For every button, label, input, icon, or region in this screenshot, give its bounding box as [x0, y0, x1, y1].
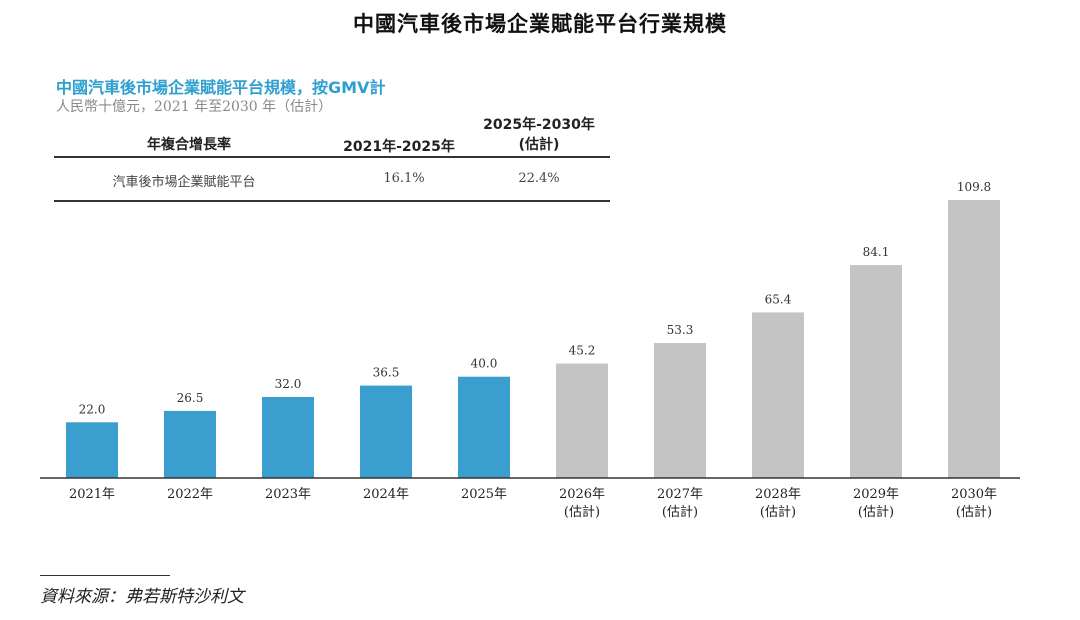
bar-6 [654, 343, 706, 478]
cagr-row-val1: 16.1% [383, 171, 425, 186]
unit-label: 人民幣十億元，2021 年至2030 年（估計） [56, 99, 333, 115]
bar-8 [850, 265, 902, 478]
category-label-8: 2029年 [853, 487, 899, 502]
category-estimate-label-5: (估計) [564, 504, 600, 520]
category-label-5: 2026年 [559, 487, 605, 502]
category-label-6: 2027年 [657, 487, 703, 502]
category-label-2: 2023年 [265, 487, 311, 502]
value-label-0: 22.0 [79, 402, 106, 416]
bar-2 [262, 396, 314, 478]
category-estimate-label-8: (估計) [858, 504, 894, 520]
bar-0 [66, 422, 118, 478]
source-divider [40, 575, 170, 576]
category-label-7: 2028年 [755, 487, 801, 502]
value-label-7: 65.4 [765, 292, 792, 306]
cagr-rule-top [54, 156, 610, 158]
bar-3 [360, 385, 412, 478]
category-label-0: 2021年 [69, 487, 115, 502]
value-label-2: 32.0 [275, 377, 302, 391]
bar-1 [164, 410, 216, 478]
bar-7 [752, 312, 804, 478]
page-title: 中國汽車後市場企業賦能平台行業規模 [353, 12, 727, 36]
category-estimate-label-6: (估計) [662, 504, 698, 520]
cagr-rule-bottom [54, 200, 610, 202]
cagr-header-label: 年複合增長率 [147, 137, 231, 153]
value-label-3: 36.5 [373, 366, 400, 380]
category-label-1: 2022年 [167, 487, 213, 502]
category-label-3: 2024年 [363, 487, 409, 502]
cagr-col1-header: 2021年-2025年 [343, 139, 455, 155]
category-label-9: 2030年 [951, 487, 997, 502]
bar-4 [458, 376, 510, 478]
bar-5 [556, 363, 608, 478]
value-label-9: 109.8 [957, 180, 991, 194]
cagr-col2-header: 2025年-2030年 [483, 117, 595, 133]
chart-subtitle: 中國汽車後市場企業賦能平台規模，按GMV計 [56, 78, 386, 97]
value-label-5: 45.2 [569, 344, 596, 358]
category-estimate-label-9: (估計) [956, 504, 992, 520]
value-label-8: 84.1 [863, 245, 890, 259]
value-label-1: 26.5 [177, 391, 204, 405]
source-note: 資料來源：弗若斯特沙利文 [40, 587, 244, 607]
cagr-row-label: 汽車後市場企業賦能平台 [112, 175, 256, 190]
value-label-4: 40.0 [471, 357, 498, 371]
cagr-col2-estimate: (估計) [518, 137, 560, 153]
cagr-row-val2: 22.4% [518, 171, 560, 186]
category-estimate-label-7: (估計) [760, 504, 796, 520]
value-label-6: 53.3 [667, 323, 694, 337]
category-label-4: 2025年 [461, 487, 507, 502]
bar-9 [948, 200, 1000, 478]
